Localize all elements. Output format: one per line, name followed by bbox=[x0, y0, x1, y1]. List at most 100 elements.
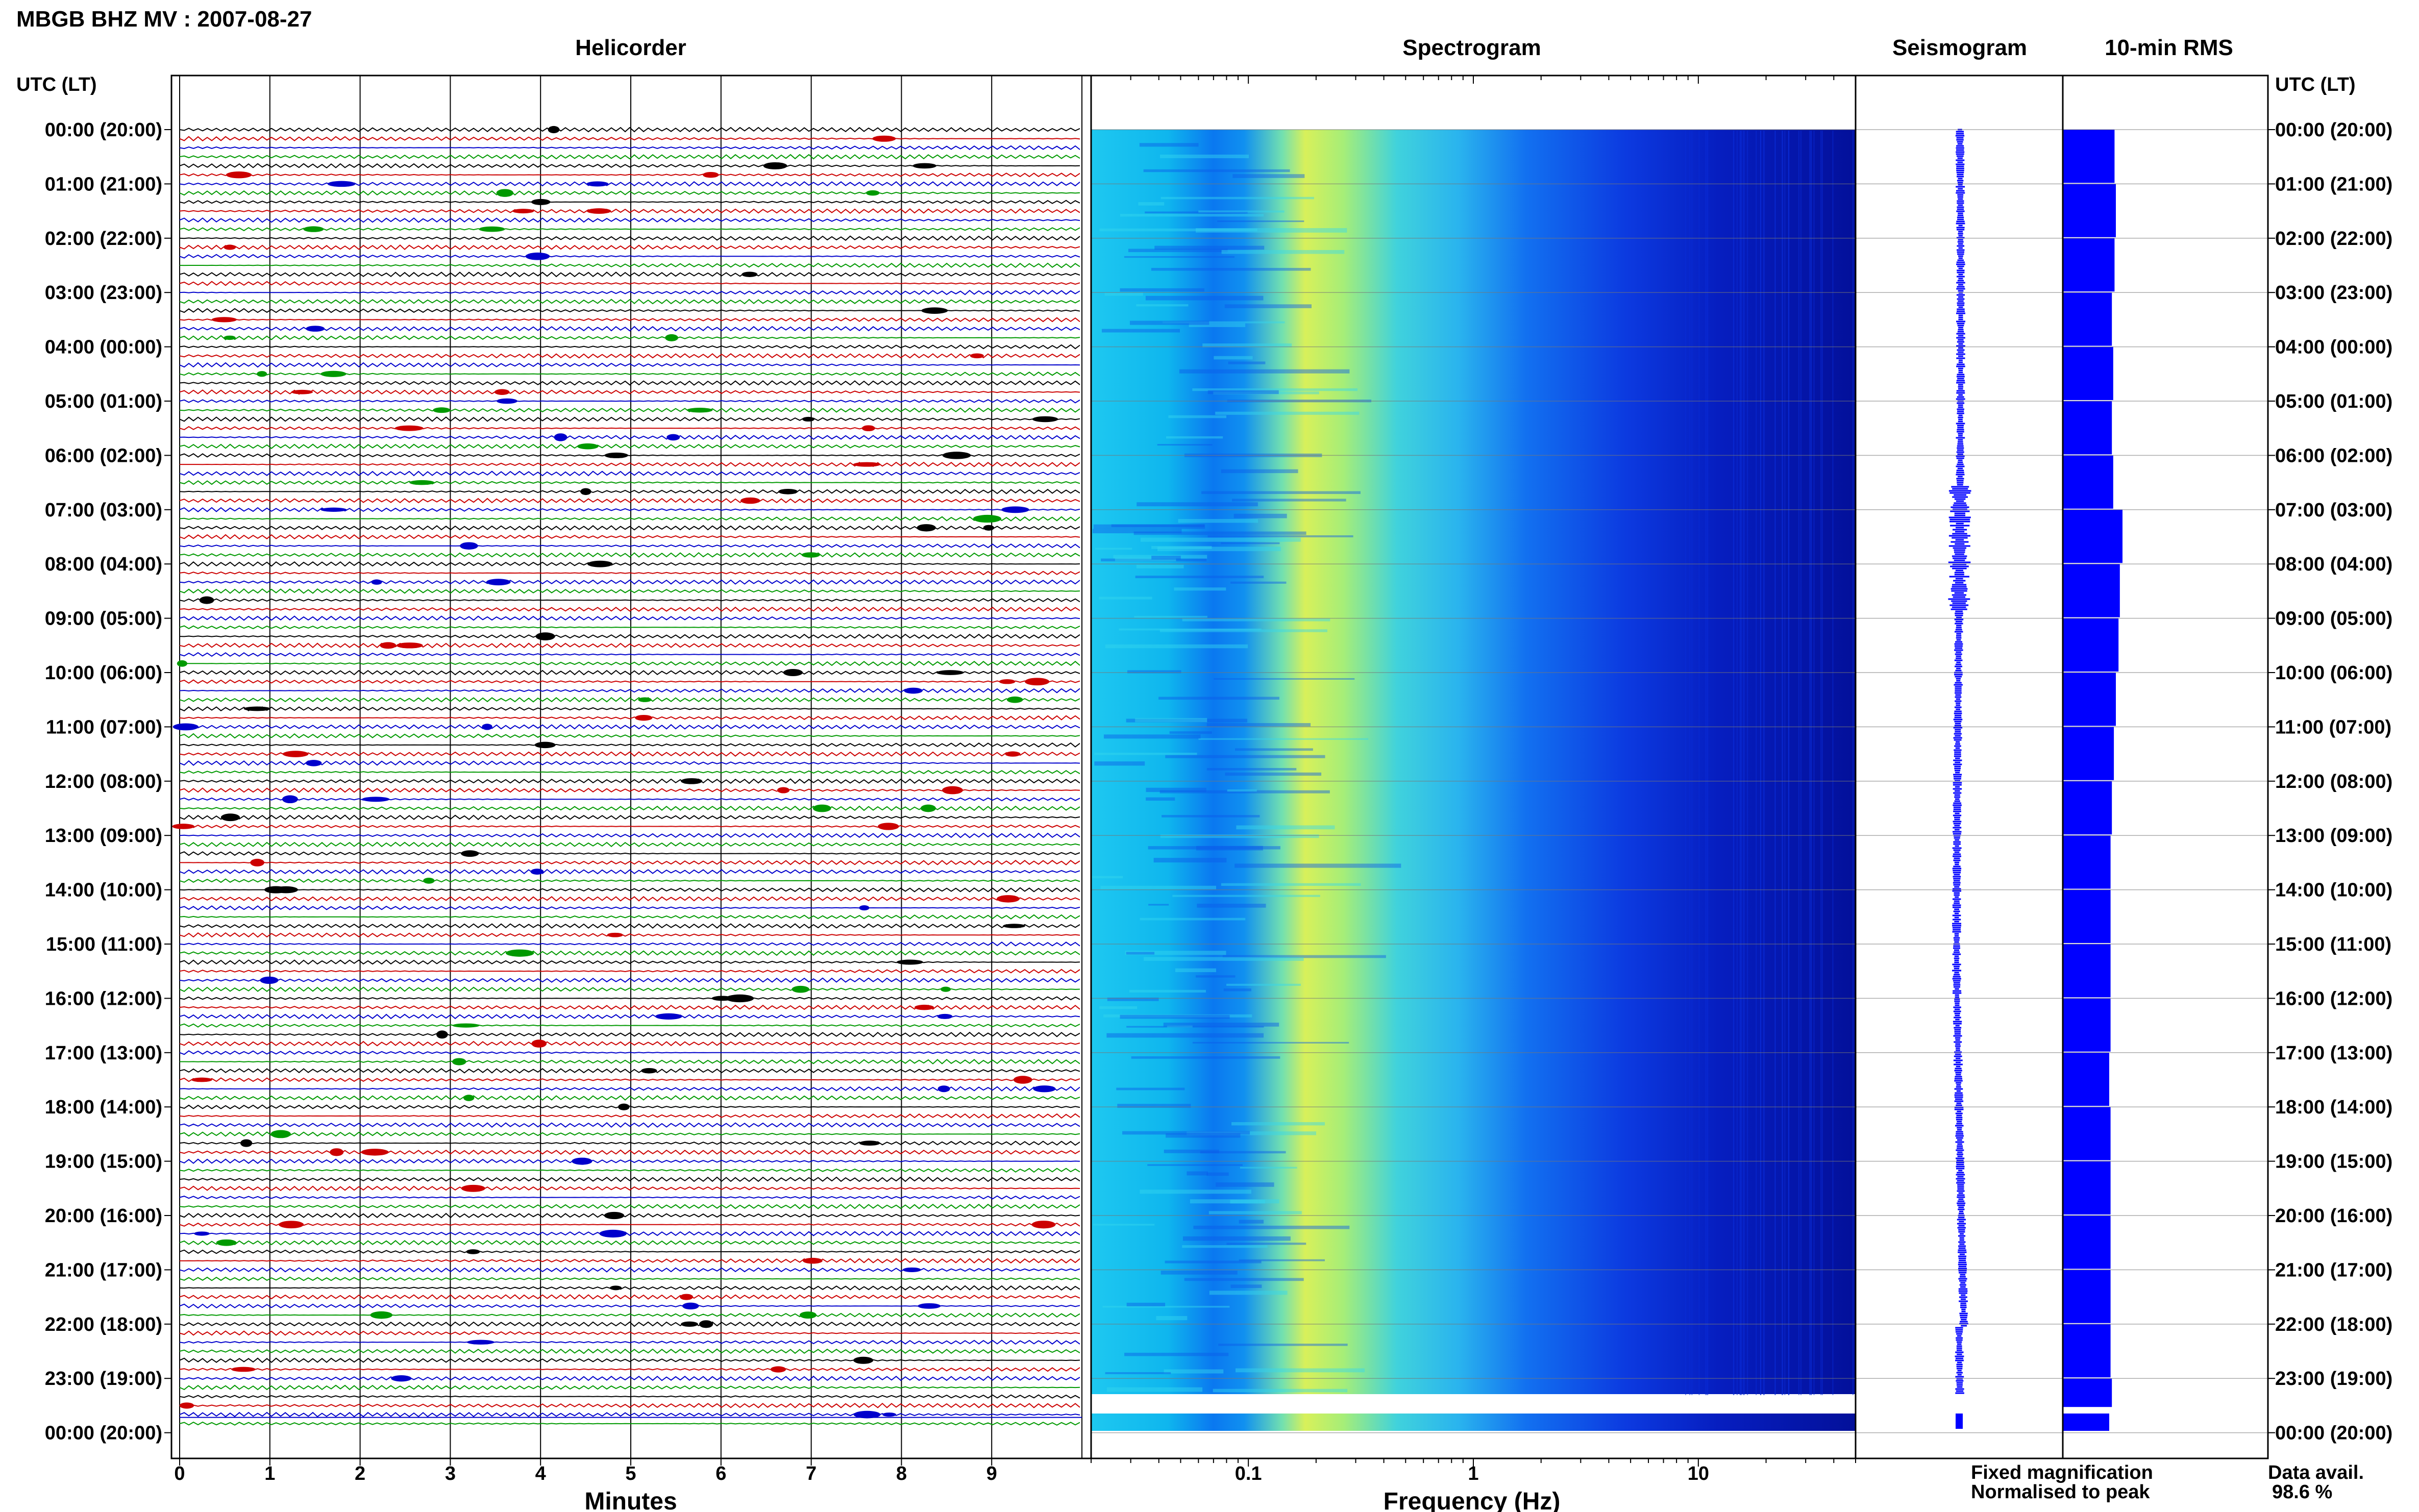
helicorder-event bbox=[199, 596, 214, 604]
helicorder-event bbox=[586, 208, 611, 214]
time-label-left: 13:00 (09:00) bbox=[45, 825, 162, 847]
helicorder-trace-line bbox=[179, 606, 1080, 612]
seismogram-waveform bbox=[1948, 129, 1971, 1394]
helicorder-event bbox=[853, 462, 881, 467]
helicorder-trace-line bbox=[179, 317, 1080, 323]
minute-tick-label: 0 bbox=[174, 1463, 185, 1484]
helicorder-trace-line bbox=[179, 1367, 1080, 1372]
spectrogram-streak bbox=[1226, 983, 1301, 986]
helicorder-trace-line bbox=[179, 488, 1080, 494]
rms-bar bbox=[2063, 346, 2113, 400]
spectrogram-streak bbox=[1196, 846, 1263, 851]
spectrogram-line bbox=[1739, 131, 1741, 1395]
helicorder-trace-line bbox=[179, 426, 1080, 431]
helicorder-event bbox=[460, 542, 478, 550]
spectrogram-streak bbox=[1144, 957, 1304, 961]
spectrogram-streak bbox=[1099, 228, 1257, 232]
helicorder-event bbox=[942, 786, 963, 795]
spectrogram-partial bbox=[1091, 1414, 1856, 1431]
spectrogram-streak bbox=[1148, 904, 1169, 906]
helicorder-trace-line bbox=[179, 1031, 1080, 1037]
helicorder-event bbox=[371, 579, 382, 585]
helicorder-event bbox=[902, 1267, 921, 1272]
helicorder-trace-line bbox=[179, 181, 1080, 187]
spectrogram-streak bbox=[1209, 1291, 1288, 1295]
spectrogram-streak bbox=[1221, 883, 1361, 886]
figure-title: MBGB BHZ MV : 2007-08-27 bbox=[16, 7, 312, 32]
spectrogram-line bbox=[1743, 131, 1744, 1395]
helicorder-trace-line bbox=[179, 832, 1080, 838]
helicorder-trace-line bbox=[179, 154, 1080, 160]
helicorder-trace-line bbox=[179, 905, 1080, 911]
spectrogram-streak bbox=[1126, 952, 1155, 955]
helicorder-event bbox=[680, 1294, 694, 1300]
time-label-left: 11:00 (07:00) bbox=[46, 716, 162, 738]
time-label-right: 10:00 (06:00) bbox=[2275, 662, 2392, 684]
time-label-right: 20:00 (16:00) bbox=[2275, 1205, 2392, 1227]
spectrogram-streak bbox=[1107, 997, 1159, 1001]
spectrogram-streak bbox=[1213, 391, 1319, 394]
spectrogram-streak bbox=[1099, 1006, 1138, 1009]
helicorder-trace-line bbox=[179, 1340, 1080, 1345]
helicorder-event bbox=[853, 1356, 874, 1364]
spectrogram-streak bbox=[1239, 1259, 1325, 1261]
spectrogram-streak bbox=[1151, 267, 1311, 271]
spectrogram-streak bbox=[1105, 644, 1248, 649]
helicorder-trace-line bbox=[179, 896, 1080, 902]
helicorder-trace-line bbox=[179, 1330, 1080, 1336]
time-label-left: 22:00 (18:00) bbox=[45, 1314, 162, 1335]
helicorder-event bbox=[742, 271, 758, 277]
spectrogram-streak bbox=[1215, 411, 1360, 415]
spectrogram-streak bbox=[1115, 558, 1176, 561]
helicorder-event bbox=[530, 869, 544, 875]
helicorder-trace-line bbox=[179, 724, 1080, 730]
helicorder-trace-line bbox=[179, 1068, 1080, 1074]
helicorder-event bbox=[936, 670, 964, 675]
helicorder-trace-line bbox=[179, 615, 1080, 622]
time-label-right: 23:00 (19:00) bbox=[2275, 1368, 2392, 1390]
time-label-left: 20:00 (16:00) bbox=[45, 1205, 162, 1227]
spectrogram-line bbox=[1685, 131, 1686, 1395]
helicorder-trace-line bbox=[179, 733, 1080, 739]
spectrogram-streak bbox=[1099, 597, 1152, 600]
helicorder-trace-line bbox=[179, 1294, 1080, 1300]
helicorder-trace-line bbox=[179, 389, 1080, 395]
time-label-right: 05:00 (01:00) bbox=[2275, 391, 2392, 412]
spectrogram-streak bbox=[1179, 369, 1350, 374]
helicorder-event bbox=[531, 199, 551, 205]
spectrogram-streak bbox=[1102, 1306, 1230, 1308]
helicorder-trace-line bbox=[179, 136, 1080, 142]
helicorder-event bbox=[896, 959, 923, 965]
seismogram-heading: Seismogram bbox=[1892, 35, 2027, 60]
helicorder-event bbox=[801, 552, 820, 558]
spectrogram-streak bbox=[1225, 772, 1322, 776]
spectrogram-streak bbox=[1105, 1372, 1171, 1374]
helicorder-event bbox=[320, 507, 347, 512]
helicorder-trace-line bbox=[179, 281, 1080, 286]
helicorder-event bbox=[618, 1103, 630, 1110]
spectrogram-streak bbox=[1146, 797, 1175, 801]
spectrogram-streak bbox=[1187, 1171, 1208, 1176]
helicorder-event bbox=[305, 760, 322, 766]
spectrogram-streak bbox=[1116, 1087, 1185, 1090]
minute-tick-label: 2 bbox=[355, 1463, 365, 1484]
spectrogram-streak bbox=[1233, 513, 1287, 518]
spectrogram-streak bbox=[1104, 292, 1143, 296]
spectrogram-streak bbox=[1101, 558, 1207, 562]
spectrogram-gap bbox=[1091, 1395, 1856, 1412]
minute-tick-label: 9 bbox=[986, 1463, 997, 1484]
spectrogram-streak bbox=[1138, 202, 1165, 206]
helicorder-event bbox=[699, 1320, 713, 1328]
helicorder-trace-line bbox=[179, 679, 1080, 684]
spectrogram-streak bbox=[1125, 951, 1226, 955]
helicorder-trace-line bbox=[179, 805, 1080, 811]
spectrogram-streak bbox=[1193, 1225, 1350, 1229]
spectrogram-streak bbox=[1133, 531, 1306, 535]
spectrogram-streak bbox=[1103, 1014, 1252, 1018]
minute-tick-label: 1 bbox=[264, 1463, 275, 1484]
helicorder-event bbox=[172, 723, 199, 731]
helicorder-trace-line bbox=[179, 706, 1080, 712]
spectrogram-streak bbox=[1157, 547, 1281, 552]
spectrogram-streak bbox=[1239, 1220, 1264, 1224]
helicorder-event bbox=[877, 823, 899, 830]
